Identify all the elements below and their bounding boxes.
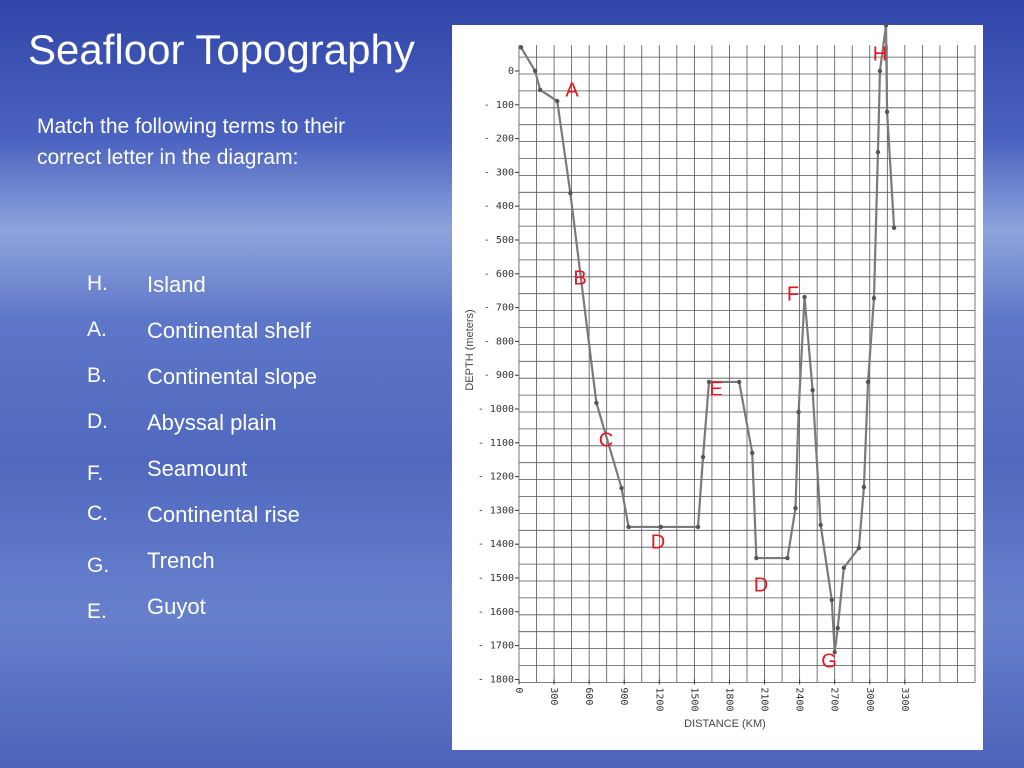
profile-point bbox=[532, 68, 538, 74]
profile-point bbox=[619, 485, 624, 491]
y-tick-label: - 200 bbox=[484, 134, 514, 145]
diagram-letter: D bbox=[651, 531, 665, 553]
diagram-letter: G bbox=[821, 650, 837, 672]
match-letter: D. bbox=[87, 410, 108, 433]
x-axis-title: DISTANCE (KM) bbox=[684, 718, 766, 730]
profile-point bbox=[818, 522, 823, 528]
match-letter: G. bbox=[87, 554, 110, 577]
profile-point bbox=[871, 295, 877, 301]
y-tick-label: - 1200 bbox=[478, 472, 514, 483]
x-tick-label: 2100 bbox=[759, 687, 770, 711]
match-letter: C. bbox=[87, 502, 108, 525]
diagram-letter: D bbox=[754, 574, 768, 596]
match-letter: A. bbox=[87, 318, 107, 341]
match-term: Continental rise bbox=[147, 502, 300, 527]
profile-point bbox=[568, 190, 573, 196]
profile-point bbox=[883, 23, 889, 28]
match-term: Guyot bbox=[147, 594, 206, 619]
diagram-letter: A bbox=[565, 79, 579, 101]
profile-point bbox=[832, 649, 837, 655]
y-tick-label: - 400 bbox=[484, 201, 514, 212]
match-term: Island bbox=[147, 272, 206, 297]
match-term: Continental shelf bbox=[147, 318, 311, 343]
diagram-letter: H bbox=[873, 43, 887, 65]
y-tick-label: - 100 bbox=[484, 100, 514, 111]
match-letter: H. bbox=[87, 272, 108, 295]
x-tick-label: 3300 bbox=[899, 687, 910, 711]
profile-point bbox=[875, 149, 881, 155]
y-tick-label: - 1800 bbox=[478, 674, 514, 685]
y-tick-label: - 600 bbox=[484, 269, 514, 280]
profile-point bbox=[877, 68, 883, 74]
x-tick-label: 2400 bbox=[794, 687, 805, 711]
profile-point bbox=[754, 555, 759, 561]
profile-point bbox=[796, 409, 801, 415]
x-tick-label: 3000 bbox=[864, 687, 875, 711]
y-tick-label: - 1700 bbox=[478, 641, 514, 652]
y-tick-label: - 1500 bbox=[478, 573, 514, 584]
profile-line bbox=[520, 25, 896, 653]
profile-point bbox=[802, 294, 807, 300]
match-letter: F. bbox=[87, 462, 104, 485]
profile-point bbox=[884, 109, 890, 115]
match-letter: B. bbox=[87, 364, 107, 387]
profile-point bbox=[750, 450, 755, 456]
profile-point bbox=[594, 400, 599, 406]
profile-point bbox=[555, 98, 560, 104]
match-letter: E. bbox=[87, 600, 107, 623]
y-tick-label: - 1400 bbox=[478, 539, 514, 550]
x-tick-label: 1800 bbox=[723, 687, 734, 711]
x-tick-label: 0 bbox=[513, 687, 524, 693]
y-tick-label: - 1600 bbox=[478, 607, 514, 618]
profile-point bbox=[835, 625, 840, 631]
profile-point bbox=[658, 524, 664, 530]
profile-point bbox=[841, 565, 847, 571]
profile-point bbox=[891, 225, 897, 231]
profile-point bbox=[736, 379, 742, 385]
y-tick-label: - 1100 bbox=[478, 438, 514, 449]
y-tick-label: - 1000 bbox=[478, 404, 514, 415]
match-term: Seamount bbox=[147, 456, 248, 481]
y-tick-label: - 900 bbox=[484, 370, 514, 381]
profile-point bbox=[537, 87, 543, 93]
y-tick-label: - 700 bbox=[484, 303, 514, 314]
slide-title: Seafloor Topography bbox=[28, 26, 415, 73]
x-tick-label: 600 bbox=[583, 687, 594, 705]
y-tick-label: 0 bbox=[508, 66, 514, 77]
profile-point bbox=[706, 379, 712, 385]
match-term: Abyssal plain bbox=[147, 410, 277, 435]
match-term: Continental slope bbox=[147, 364, 318, 389]
y-tick-label: - 500 bbox=[484, 235, 514, 246]
match-term: Trench bbox=[147, 548, 215, 573]
diagram-letter: E bbox=[709, 378, 722, 400]
profile-point bbox=[810, 387, 815, 393]
x-tick-label: 900 bbox=[618, 687, 629, 705]
profile-point bbox=[865, 379, 871, 385]
profile-point bbox=[518, 45, 524, 50]
intro-text: Match the following terms to their corre… bbox=[37, 115, 346, 169]
profile-point bbox=[829, 597, 834, 603]
y-axis-title: DEPTH (meters) bbox=[464, 309, 476, 390]
chart-paper bbox=[452, 25, 983, 750]
profile-point bbox=[856, 545, 862, 551]
x-tick-label: 300 bbox=[548, 687, 559, 705]
x-tick-label: 2700 bbox=[829, 687, 840, 711]
profile-point bbox=[793, 505, 798, 511]
profile-point bbox=[700, 454, 706, 460]
y-tick-label: - 800 bbox=[484, 336, 514, 347]
x-tick-label: 1200 bbox=[653, 687, 664, 711]
x-tick-label: 1500 bbox=[688, 687, 699, 711]
diagram-letter: B bbox=[573, 267, 586, 289]
profile-point bbox=[695, 524, 701, 530]
profile-point bbox=[785, 555, 790, 561]
diagram-letter: C bbox=[599, 429, 613, 451]
profile-point bbox=[626, 524, 631, 530]
profile-point bbox=[861, 484, 867, 490]
diagram-letter: F bbox=[787, 283, 799, 305]
y-tick-label: - 300 bbox=[484, 167, 514, 178]
y-tick-label: - 1300 bbox=[478, 505, 514, 516]
